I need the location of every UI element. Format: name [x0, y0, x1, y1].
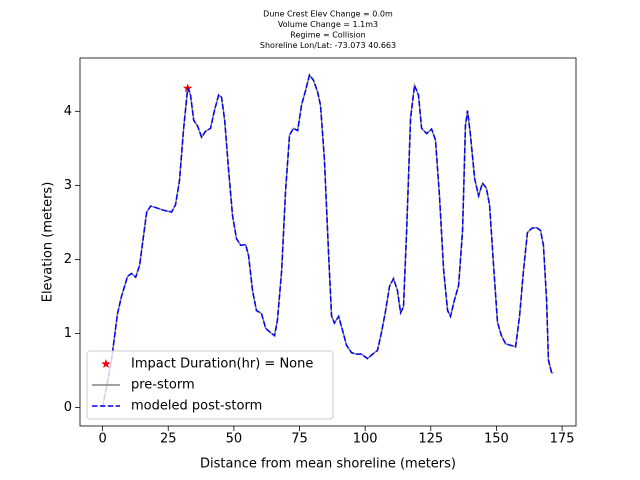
legend: Impact Duration(hr) = None pre-storm model… — [86, 350, 334, 420]
y-tick-label: 2 — [64, 252, 72, 267]
x-tick-label: 0 — [98, 432, 106, 447]
legend-label: modeled post-storm — [131, 399, 262, 414]
chart-title: Regime = Collision — [290, 31, 365, 40]
legend-marker — [101, 359, 111, 369]
plot-frame — [79, 57, 577, 427]
profile-line — [101, 73, 554, 408]
y-axis-label: Elevation (meters) — [41, 182, 56, 303]
chart-title: Dune Crest Elev Change = 0.0m — [263, 10, 393, 19]
y-tick-label: 1 — [64, 326, 72, 341]
legend-label: Impact Duration(hr) = None — [131, 357, 313, 372]
y-tick-label: 4 — [64, 104, 72, 119]
x-tick-label: 125 — [418, 432, 443, 447]
x-tick-label: 100 — [353, 432, 378, 447]
legend-box — [86, 350, 334, 420]
y-tick-label: 3 — [64, 178, 72, 193]
x-axis-label: Distance from mean shoreline (meters) — [200, 457, 456, 472]
chart-title: Shoreline Lon/Lat: -73.073 40.663 — [260, 41, 396, 50]
legend-label: pre-storm — [131, 378, 195, 393]
x-tick-label: 25 — [160, 432, 177, 447]
chart-title: Volume Change = 1.1m3 — [278, 20, 378, 29]
x-tick-label: 150 — [484, 432, 509, 447]
x-tick-label: 50 — [226, 432, 243, 447]
x-tick-label: 75 — [291, 432, 308, 447]
y-tick-label: 0 — [64, 400, 72, 415]
x-tick-label: 175 — [550, 432, 575, 447]
